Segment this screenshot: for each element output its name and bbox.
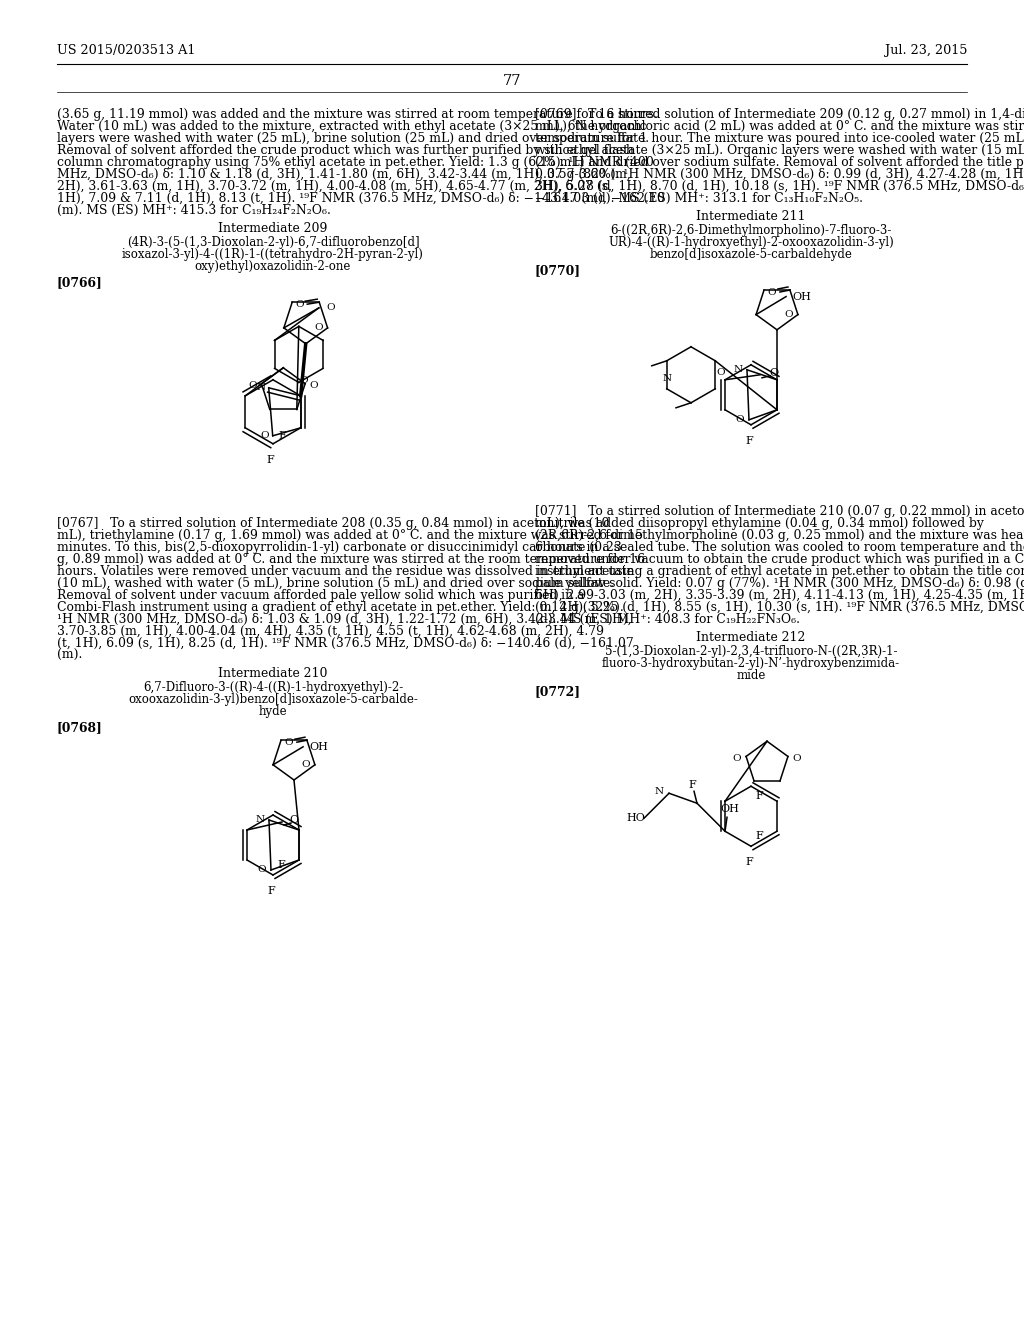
Text: O: O <box>260 432 269 441</box>
Text: mide: mide <box>736 669 766 682</box>
Text: mL), 6N hydrochloric acid (2 mL) was added at 0° C. and the mixture was stirred : mL), 6N hydrochloric acid (2 mL) was add… <box>535 120 1024 133</box>
Text: (d). MS (ES) MH⁺: 408.3 for C₁₉H₂₂FN₃O₆.: (d). MS (ES) MH⁺: 408.3 for C₁₉H₂₂FN₃O₆. <box>535 612 800 626</box>
Text: with ethyl acetate (3×25 mL). Organic layers were washed with water (15 mL), bri: with ethyl acetate (3×25 mL). Organic la… <box>535 144 1024 157</box>
Text: 6,7-Difluoro-3-((R)-4-((R)-1-hydroxyethyl)-2-: 6,7-Difluoro-3-((R)-4-((R)-1-hydroxyethy… <box>143 681 403 694</box>
Text: 3.70-3.85 (m, 1H), 4.00-4.04 (m, 4H), 4.35 (t, 1H), 4.55 (t, 1H), 4.62-4.68 (m, : 3.70-3.85 (m, 1H), 4.00-4.04 (m, 4H), 4.… <box>57 624 604 638</box>
Text: [0766]: [0766] <box>57 276 102 289</box>
Text: O: O <box>258 866 266 874</box>
Text: OH: OH <box>309 742 329 752</box>
Text: oxooxazolidin-3-yl)benzo[d]isoxazole-5-carbalde-: oxooxazolidin-3-yl)benzo[d]isoxazole-5-c… <box>128 693 418 706</box>
Text: O: O <box>248 381 257 391</box>
Text: (4R)-3-(5-(1,3-Dioxolan-2-yl)-6,7-difluorobenzo[d]: (4R)-3-(5-(1,3-Dioxolan-2-yl)-6,7-difluo… <box>127 236 419 249</box>
Text: O: O <box>793 754 801 763</box>
Text: Jul. 23, 2015: Jul. 23, 2015 <box>885 44 967 57</box>
Text: O: O <box>285 738 293 747</box>
Text: N: N <box>255 816 264 825</box>
Text: pale yellow solid. Yield: 0.07 g (77%). ¹H NMR (300 MHz, DMSO-d₆) δ: 0.98 (d, 3H: pale yellow solid. Yield: 0.07 g (77%). … <box>535 577 1024 590</box>
Text: removed under vacuum to obtain the crude product which was purified in a Combi-F: removed under vacuum to obtain the crude… <box>535 553 1024 566</box>
Text: F: F <box>278 861 285 870</box>
Text: isoxazol-3-yl)-4-((1R)-1-((tetrahydro-2H-pyran-2-yl): isoxazol-3-yl)-4-((1R)-1-((tetrahydro-2H… <box>122 248 424 261</box>
Text: N: N <box>654 787 664 796</box>
Text: (t, 1H), 6.09 (s, 1H), 8.25 (d, 1H). ¹⁹F NMR (376.5 MHz, DMSO-d₆) δ: −140.46 (d): (t, 1H), 6.09 (s, 1H), 8.25 (d, 1H). ¹⁹F… <box>57 638 634 649</box>
Text: O: O <box>299 376 308 385</box>
Text: O: O <box>769 368 778 378</box>
Text: O: O <box>310 381 318 391</box>
Text: [0768]: [0768] <box>57 721 102 734</box>
Text: (m). MS (ES) MH⁺: 415.3 for C₁₉H₂₄F₂N₂O₆.: (m). MS (ES) MH⁺: 415.3 for C₁₉H₂₄F₂N₂O₆… <box>57 205 331 216</box>
Text: N: N <box>663 375 672 383</box>
Text: (2R,6R)-2,6-dimethylmorpholine (0.03 g, 0.25 mmol) and the mixture was heated at: (2R,6R)-2,6-dimethylmorpholine (0.03 g, … <box>535 529 1024 543</box>
Text: O: O <box>295 300 303 309</box>
Text: (15 mL) and dried over sodium sulfate. Removal of solvent afforded the title pro: (15 mL) and dried over sodium sulfate. R… <box>535 156 1024 169</box>
Text: F: F <box>279 430 287 441</box>
Text: F: F <box>266 455 273 465</box>
Text: (10 mL), washed with water (5 mL), brine solution (5 mL) and dried over sodium s: (10 mL), washed with water (5 mL), brine… <box>57 577 614 590</box>
Text: 6H), 2.99-3.03 (m, 2H), 3.35-3.39 (m, 2H), 4.11-4.13 (m, 1H), 4.25-4.35 (m, 1H),: 6H), 2.99-3.03 (m, 2H), 3.35-3.39 (m, 2H… <box>535 589 1024 602</box>
Text: F: F <box>755 832 763 841</box>
Text: mL), triethylamine (0.17 g, 1.69 mmol) was added at 0° C. and the mixture was st: mL), triethylamine (0.17 g, 1.69 mmol) w… <box>57 529 643 543</box>
Text: [0767]   To a stirred solution of Intermediate 208 (0.35 g, 0.84 mmol) in aceton: [0767] To a stirred solution of Intermed… <box>57 517 609 531</box>
Text: 0.07 g (82%). ¹H NMR (300 MHz, DMSO-d₆) δ: 0.99 (d, 3H), 4.27-4.28 (m, 1H), 4.57: 0.07 g (82%). ¹H NMR (300 MHz, DMSO-d₆) … <box>535 168 1024 181</box>
Text: 6-((2R,6R)-2,6-Dimethylmorpholino)-7-fluoro-3-: 6-((2R,6R)-2,6-Dimethylmorpholino)-7-flu… <box>610 224 892 238</box>
Text: Intermediate 212: Intermediate 212 <box>696 631 806 644</box>
Text: O: O <box>735 416 744 424</box>
Text: Intermediate 209: Intermediate 209 <box>218 222 328 235</box>
Text: (m, 4H), 5.25 (d, 1H), 8.55 (s, 1H), 10.30 (s, 1H). ¹⁹F NMR (376.5 MHz, DMSO-d₆): (m, 4H), 5.25 (d, 1H), 8.55 (s, 1H), 10.… <box>535 601 1024 614</box>
Text: MHz, DMSO-d₆) δ: 1.10 & 1.18 (d, 3H), 1.41-1.80 (m, 6H), 3.42-3.44 (m, 1H), 3.57: MHz, DMSO-d₆) δ: 1.10 & 1.18 (d, 3H), 1.… <box>57 168 631 181</box>
Text: Intermediate 210: Intermediate 210 <box>218 667 328 680</box>
Text: 77: 77 <box>503 74 521 88</box>
Text: [0769]   To a stirred solution of Intermediate 209 (0.12 g, 0.27 mmol) in 1,4-di: [0769] To a stirred solution of Intermed… <box>535 108 1024 121</box>
Text: [0772]: [0772] <box>535 685 581 698</box>
Text: [0771]   To a stirred solution of Intermediate 210 (0.07 g, 0.22 mmol) in aceton: [0771] To a stirred solution of Intermed… <box>535 506 1024 517</box>
Text: F: F <box>745 857 753 867</box>
Text: OH: OH <box>793 292 811 301</box>
Text: −161.03 (d). MS (ES) MH⁺: 313.1 for C₁₃H₁₀F₂N₂O₅.: −161.03 (d). MS (ES) MH⁺: 313.1 for C₁₃H… <box>535 191 863 205</box>
Text: 2H), 3.61-3.63 (m, 1H), 3.70-3.72 (m, 1H), 4.00-4.08 (m, 5H), 4.65-4.77 (m, 2H),: 2H), 3.61-3.63 (m, 1H), 3.70-3.72 (m, 1H… <box>57 180 612 193</box>
Text: instrument using a gradient of ethyl acetate in pet.ether to obtain the title co: instrument using a gradient of ethyl ace… <box>535 565 1024 578</box>
Text: temperature for 1 hour. The mixture was poured into ice-cooled water (25 mL) and: temperature for 1 hour. The mixture was … <box>535 132 1024 145</box>
Text: [0770]: [0770] <box>535 264 581 277</box>
Text: hyde: hyde <box>259 705 288 718</box>
Text: Removal of solvent under vacuum afforded pale yellow solid which was purified in: Removal of solvent under vacuum afforded… <box>57 589 585 602</box>
Text: Intermediate 211: Intermediate 211 <box>696 210 806 223</box>
Text: Water (10 mL) was added to the mixture, extracted with ethyl acetate (3×25 mL), : Water (10 mL) was added to the mixture, … <box>57 120 646 133</box>
Text: hours. Volatiles were removed under vacuum and the residue was dissolved in ethy: hours. Volatiles were removed under vacu… <box>57 565 634 578</box>
Text: Combi-Flash instrument using a gradient of ethyl acetate in pet.ether. Yield: 0.: Combi-Flash instrument using a gradient … <box>57 601 624 614</box>
Text: F: F <box>688 780 696 791</box>
Text: g, 0.89 mmol) was added at 0° C. and the mixture was stirred at the room tempera: g, 0.89 mmol) was added at 0° C. and the… <box>57 553 645 566</box>
Text: UR)-4-((R)-1-hydroxyethyl)-2-oxooxazolidin-3-yl): UR)-4-((R)-1-hydroxyethyl)-2-oxooxazolid… <box>608 236 894 249</box>
Text: O: O <box>784 310 794 319</box>
Text: US 2015/0203513 A1: US 2015/0203513 A1 <box>57 44 196 57</box>
Text: N: N <box>733 366 742 375</box>
Text: O: O <box>314 323 323 333</box>
Text: 1H), 7.09 & 7.11 (d, 1H), 8.13 (t, 1H). ¹⁹F NMR (376.5 MHz, DMSO-d₆) δ: −143.47 : 1H), 7.09 & 7.11 (d, 1H), 8.13 (t, 1H). … <box>57 191 665 205</box>
Text: O: O <box>290 814 299 825</box>
Text: 6 hours in a sealed tube. The solution was cooled to room temperature and the vo: 6 hours in a sealed tube. The solution w… <box>535 541 1024 554</box>
Text: F: F <box>755 791 763 801</box>
Text: ¹H NMR (300 MHz, DMSO-d₆) δ: 1.03 & 1.09 (d, 3H), 1.22-1.72 (m, 6H), 3.42-3.44 (: ¹H NMR (300 MHz, DMSO-d₆) δ: 1.03 & 1.09… <box>57 612 632 626</box>
Text: Removal of solvent afforded the crude product which was further purified by sili: Removal of solvent afforded the crude pr… <box>57 144 634 157</box>
Text: column chromatography using 75% ethyl acetate in pet.ether. Yield: 1.3 g (62%). : column chromatography using 75% ethyl ac… <box>57 156 654 169</box>
Text: oxy)ethyl)oxazolidin-2-one: oxy)ethyl)oxazolidin-2-one <box>195 260 351 273</box>
Text: 3H), 5.28 (d, 1H), 8.70 (d, 1H), 10.18 (s, 1H). ¹⁹F NMR (376.5 MHz, DMSO-d₆) δ: : 3H), 5.28 (d, 1H), 8.70 (d, 1H), 10.18 (… <box>535 180 1024 193</box>
Text: O: O <box>768 288 776 297</box>
Text: OH: OH <box>721 804 739 814</box>
Text: O: O <box>733 754 741 763</box>
Text: (3.65 g, 11.19 mmol) was added and the mixture was stirred at room temperature f: (3.65 g, 11.19 mmol) was added and the m… <box>57 108 657 121</box>
Text: F: F <box>745 436 753 446</box>
Text: O: O <box>327 304 335 313</box>
Text: layers were washed with water (25 mL), brine solution (25 mL) and dried over sod: layers were washed with water (25 mL), b… <box>57 132 649 145</box>
Text: mL), was added diisopropyl ethylamine (0.04 g, 0.34 mmol) followed by: mL), was added diisopropyl ethylamine (0… <box>535 517 984 531</box>
Text: F: F <box>267 886 274 896</box>
Text: N: N <box>256 383 265 392</box>
Text: HO: HO <box>626 813 645 824</box>
Text: 5-(1,3-Dioxolan-2-yl)-2,3,4-trifluoro-N-((2R,3R)-1-: 5-(1,3-Dioxolan-2-yl)-2,3,4-trifluoro-N-… <box>605 645 897 657</box>
Text: (m).: (m). <box>57 649 82 663</box>
Text: minutes. To this, bis(2,5-dioxopyrrolidin-1-yl) carbonate or disuccinimidyl carb: minutes. To this, bis(2,5-dioxopyrrolidi… <box>57 541 622 554</box>
Text: benzo[d]isoxazole-5-carbaldehyde: benzo[d]isoxazole-5-carbaldehyde <box>649 248 852 261</box>
Text: O: O <box>716 368 725 378</box>
Text: O: O <box>302 760 310 770</box>
Text: fluoro-3-hydroxybutan-2-yl)-N’-hydroxybenzimida-: fluoro-3-hydroxybutan-2-yl)-N’-hydroxybe… <box>602 657 900 671</box>
